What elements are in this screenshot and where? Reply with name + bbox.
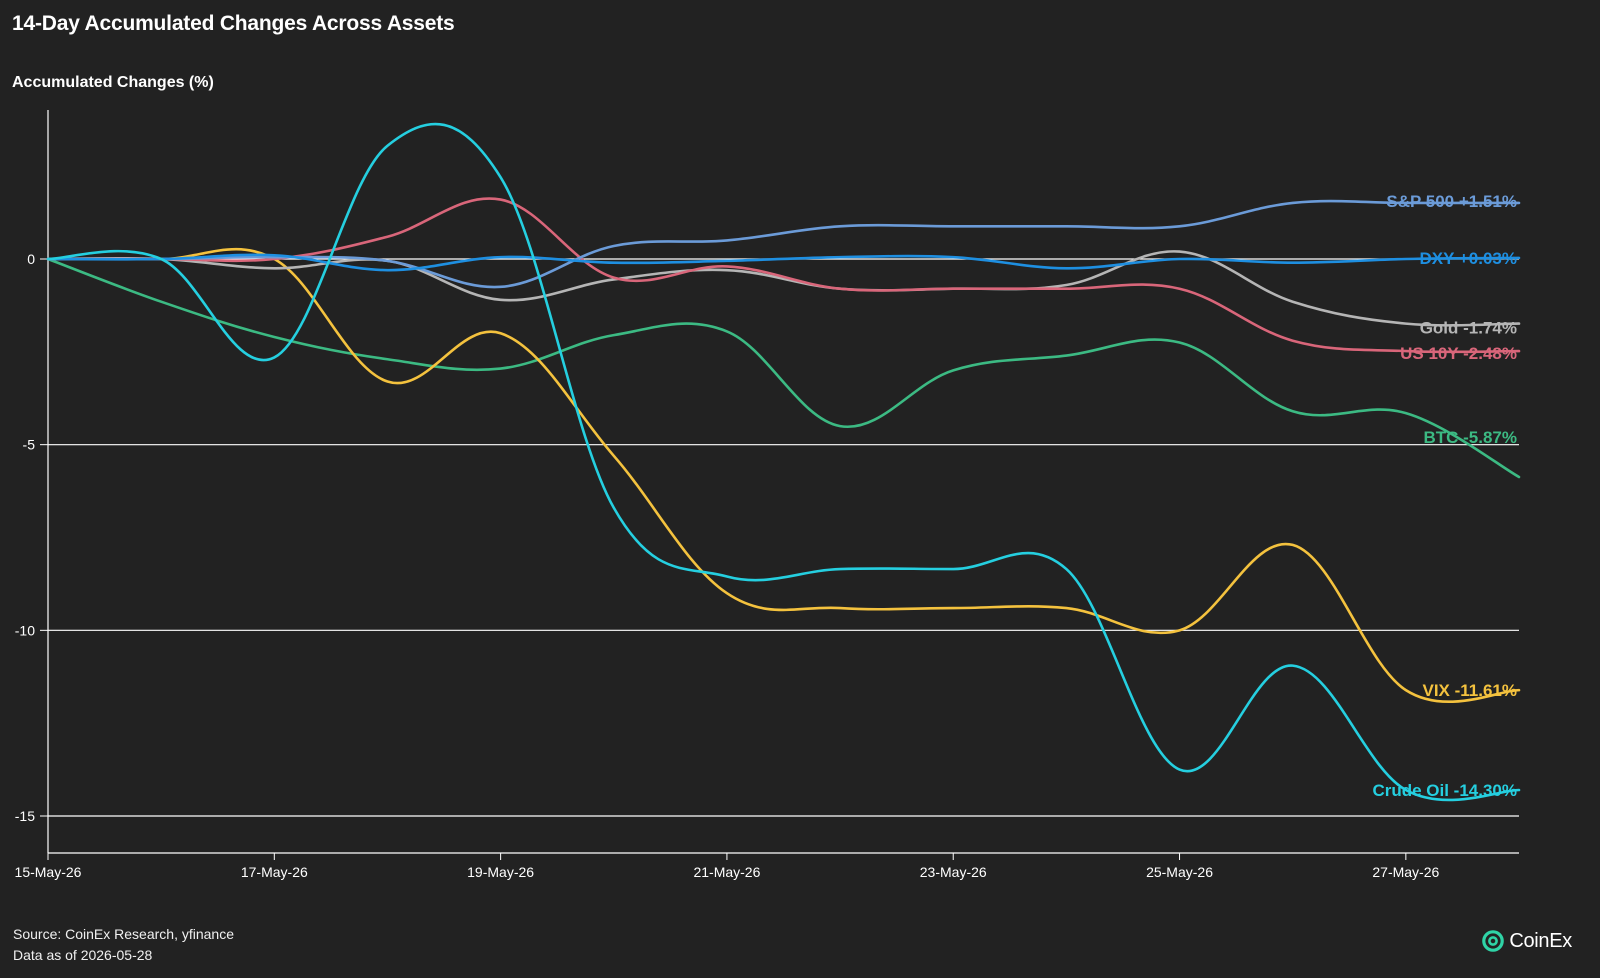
x-tick-label: 19-May-26 xyxy=(467,864,534,880)
series-line-gold xyxy=(46,250,1521,327)
y-axis-label: Accumulated Changes (%) xyxy=(12,74,214,91)
x-tick-label: 15-May-26 xyxy=(15,864,82,880)
brand-name: CoinEx xyxy=(1509,929,1572,952)
y-tick-label: 0 xyxy=(27,251,35,267)
x-tick-label: 23-May-26 xyxy=(920,864,987,880)
x-tick-label: 21-May-26 xyxy=(693,864,760,880)
series-line-btc xyxy=(46,257,1521,479)
x-tick-label: 27-May-26 xyxy=(1372,864,1439,880)
series-line-dxy xyxy=(46,253,1521,272)
series-label-s-p-500: S&P 500 +1.51% xyxy=(1386,192,1517,211)
series-line-vix xyxy=(46,247,1521,704)
brand-logo: CoinEx xyxy=(1481,929,1572,953)
x-tick-label: 17-May-26 xyxy=(241,864,308,880)
y-tick-label: -5 xyxy=(23,437,36,453)
chart-footer: Source: CoinEx Research, yfinance Data a… xyxy=(13,924,234,966)
y-tick-label: -10 xyxy=(15,622,35,638)
x-tick-label: 25-May-26 xyxy=(1146,864,1213,880)
source-note: Source: CoinEx Research, yfinance xyxy=(13,926,234,942)
series-label-crude-oil: Crude Oil -14.30% xyxy=(1372,781,1517,800)
coinex-logo-icon xyxy=(1482,930,1505,952)
series-label-vix: VIX -11.61% xyxy=(1422,681,1517,700)
series-line-crude-oil xyxy=(46,122,1521,802)
series-label-us-10y: US 10Y -2.48% xyxy=(1400,344,1517,363)
series-line-s-p-500 xyxy=(46,199,1521,289)
series-label-dxy: DXY +0.03% xyxy=(1419,249,1517,268)
series-line-us-10y xyxy=(46,197,1521,354)
y-tick-label: -15 xyxy=(15,808,35,824)
data-date-note: Data as of 2026-05-28 xyxy=(13,947,153,963)
chart-title: 14-Day Accumulated Changes Across Assets xyxy=(12,12,455,35)
series-label-gold: Gold -1.74% xyxy=(1420,319,1517,338)
series-label-btc: BTC -5.87% xyxy=(1423,428,1517,447)
